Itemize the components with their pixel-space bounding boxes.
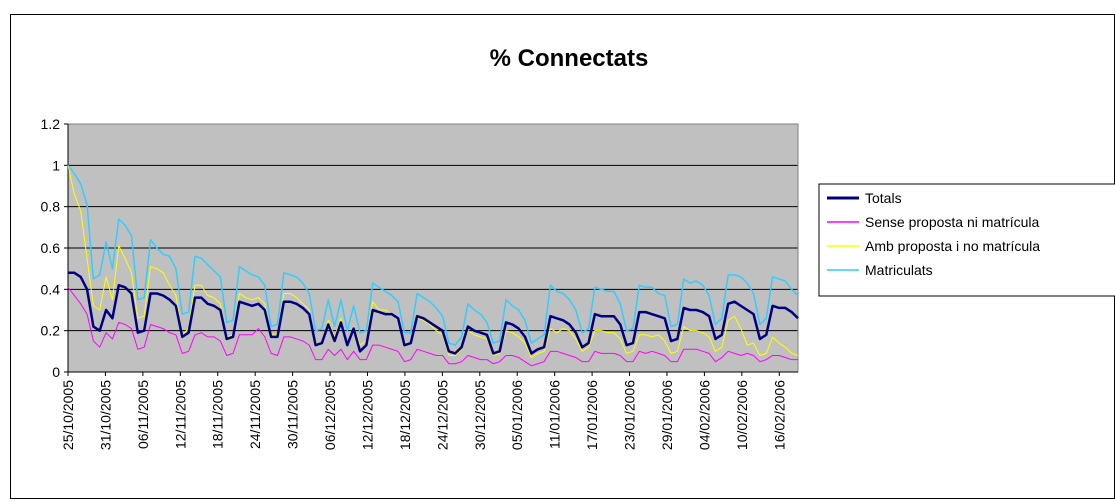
y-tick-label: 0.2 bbox=[41, 323, 61, 339]
x-tick-label: 17/01/2006 bbox=[584, 380, 600, 450]
legend-label: Matriculats bbox=[865, 262, 933, 278]
y-tick-label: 0.4 bbox=[41, 281, 61, 297]
x-tick-label: 24/11/2005 bbox=[247, 380, 263, 449]
x-tick-label: 23/01/2006 bbox=[622, 380, 638, 450]
series-line bbox=[68, 271, 799, 355]
y-axis: 0 0.2 0.4 0.6 0.8 1 1.2 bbox=[41, 116, 69, 380]
x-tick-label: 18/12/2005 bbox=[397, 380, 413, 450]
x-tick-label: 16/02/2006 bbox=[771, 380, 787, 450]
x-tick-label: 25/10/2005 bbox=[60, 380, 76, 450]
x-tick-label: 12/12/2005 bbox=[359, 380, 375, 450]
legend-label: Sense proposta ni matrícula bbox=[865, 214, 1040, 230]
x-tick-label: 06/11/2005 bbox=[135, 380, 151, 449]
x-tick-label: 11/01/2006 bbox=[547, 380, 563, 449]
x-tick-label: 30/11/2005 bbox=[285, 380, 301, 449]
y-tick-label: 0 bbox=[52, 364, 60, 380]
legend: Totals Sense proposta ni matrícula Amb pro… bbox=[818, 183, 1115, 297]
series-line bbox=[67, 164, 799, 346]
y-tick-label: 1 bbox=[52, 157, 60, 173]
y-tick-label: 1.2 bbox=[41, 116, 61, 132]
x-tick-label: 29/01/2006 bbox=[659, 380, 675, 450]
series-lines bbox=[67, 164, 799, 367]
x-tick-label: 24/12/2005 bbox=[434, 380, 450, 450]
legend-label: Totals bbox=[865, 190, 902, 206]
x-tick-label: 31/10/2005 bbox=[97, 380, 113, 450]
x-tick-label: 04/02/2006 bbox=[696, 380, 712, 450]
y-tick-label: 0.6 bbox=[41, 240, 61, 256]
x-tick-label: 10/02/2006 bbox=[734, 380, 750, 450]
chart-frame: % Connectats 0 0.2 0.4 0.6 0.8 1 1.2 25/10/200… bbox=[10, 14, 1115, 499]
x-tick-label: 12/11/2005 bbox=[172, 380, 188, 449]
y-tick-label: 0.8 bbox=[41, 199, 61, 215]
x-tick-label: 05/01/2006 bbox=[509, 380, 525, 450]
x-tick-label: 30/12/2005 bbox=[472, 380, 488, 450]
legend-label: Amb proposta i no matrícula bbox=[865, 238, 1040, 254]
legend-box bbox=[818, 183, 1115, 297]
series-line bbox=[67, 286, 798, 367]
x-tick-label: 06/12/2005 bbox=[322, 380, 338, 450]
x-axis: 25/10/2005 31/10/2005 06/11/2005 12/11/2005… bbox=[60, 371, 798, 450]
x-tick-label: 18/11/2005 bbox=[210, 380, 226, 449]
line-chart: % Connectats 0 0.2 0.4 0.6 0.8 1 1.2 25/10/200… bbox=[41, 45, 1115, 450]
chart-title: % Connectats bbox=[490, 45, 649, 72]
